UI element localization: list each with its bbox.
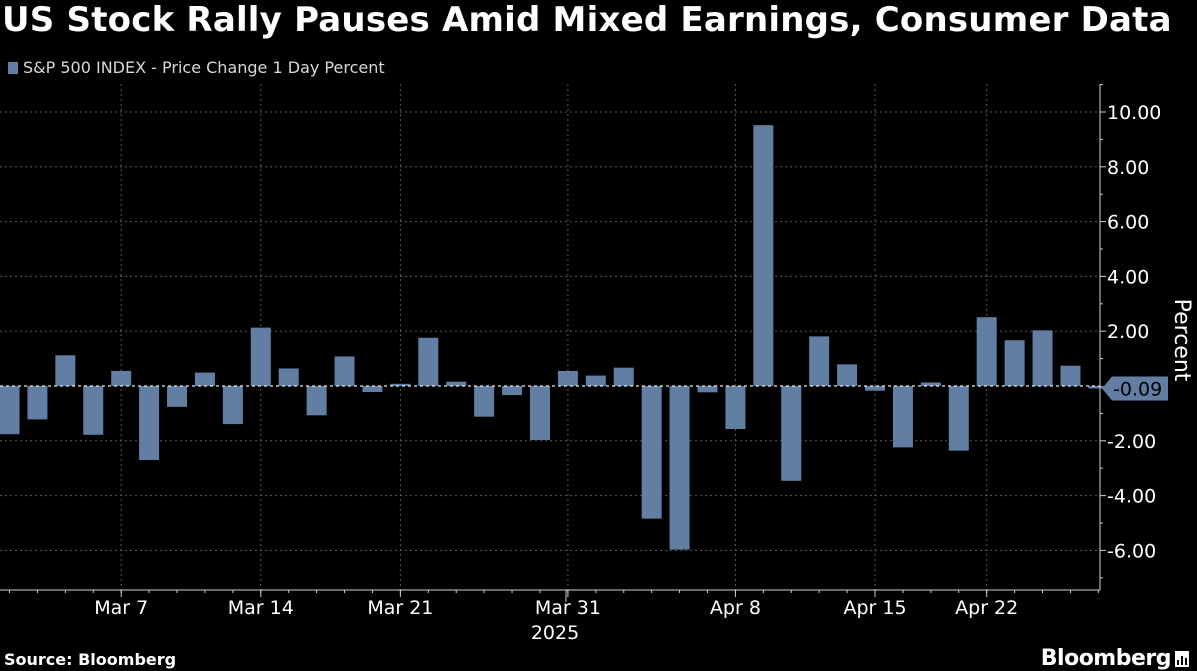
- bar: [865, 386, 886, 391]
- x-tick-label: Mar 31: [535, 597, 601, 619]
- axes: -0.09 Percent: [0, 84, 1194, 591]
- bar: [529, 386, 550, 440]
- x-axis-ticks: Mar 7 Mar 14 Mar 21 Mar 31 Apr 8 Apr 15 Apr 22…: [9, 590, 1099, 644]
- bar: [222, 386, 243, 425]
- bar: [753, 125, 774, 386]
- y-tick-label: 8.00: [1107, 157, 1149, 179]
- bar: [837, 364, 858, 386]
- legend-swatch: [8, 61, 18, 74]
- x-year-label: 2025: [531, 622, 579, 644]
- bar: [278, 368, 299, 386]
- y-tick-label: 10.00: [1107, 102, 1161, 124]
- vertical-gridlines: [120, 84, 988, 590]
- x-tick-label: Mar 21: [367, 597, 433, 619]
- y-axis-ticks: 10.00 8.00 6.00 4.00 2.00 -2.00 -4.00 -6.00: [1100, 84, 1161, 579]
- bar: [390, 383, 411, 386]
- bar: [557, 370, 578, 386]
- x-tick-label: Mar 14: [228, 597, 294, 619]
- brand-name: Bloomberg: [1040, 646, 1172, 671]
- y-tick-label: 2.00: [1107, 321, 1149, 343]
- last-value-marker: [1102, 376, 1168, 401]
- bar: [55, 355, 76, 386]
- brand-logo: Bloomberg: [1041, 646, 1189, 671]
- bar-series: [0, 125, 1109, 550]
- bar: [0, 386, 20, 435]
- y-tick-label: 4.00: [1107, 266, 1149, 288]
- bar: [362, 386, 383, 393]
- x-tick-label: Apr 8: [710, 597, 761, 619]
- y-tick-label: 6.00: [1107, 212, 1149, 234]
- source-note: Source: Bloomberg: [4, 650, 177, 669]
- bar: [139, 386, 160, 460]
- x-tick-label: Apr 15: [843, 597, 906, 619]
- bar: [641, 386, 662, 519]
- bar: [111, 370, 132, 386]
- legend: S&P 500 INDEX - Price Change 1 Day Perce…: [8, 58, 385, 77]
- bar: [334, 356, 355, 386]
- bar: [781, 386, 802, 481]
- bloomberg-icon: [1175, 650, 1189, 667]
- bar: [892, 386, 913, 448]
- bar: [250, 327, 271, 386]
- y-tick-label: -2.00: [1107, 431, 1156, 453]
- bar: [1004, 340, 1025, 386]
- bar: [1060, 365, 1081, 386]
- y-tick-label: -6.00: [1107, 540, 1156, 562]
- horizontal-gridlines: [0, 111, 1100, 551]
- bar: [948, 386, 969, 451]
- bar: [418, 337, 439, 386]
- bar: [613, 367, 634, 386]
- bar: [502, 386, 523, 396]
- y-tick-label: -4.00: [1107, 486, 1156, 508]
- bar: [194, 372, 215, 386]
- bar: [725, 386, 746, 430]
- x-tick-label: Mar 7: [94, 597, 148, 619]
- x-tick-label: Apr 22: [955, 597, 1018, 619]
- bar: [1032, 330, 1053, 386]
- bar: [306, 386, 327, 416]
- bar: [1088, 386, 1109, 389]
- bar: [920, 382, 941, 386]
- last-value-label: -0.09: [1113, 378, 1162, 400]
- y-axis-title: Percent: [1169, 299, 1194, 382]
- bar: [976, 317, 997, 386]
- bar: [167, 386, 188, 407]
- bar: [474, 386, 495, 417]
- chart-title: US Stock Rally Pauses Amid Mixed Earning…: [2, 0, 1172, 40]
- bar: [585, 375, 606, 386]
- bar: [669, 386, 690, 550]
- bar: [809, 336, 830, 386]
- bar: [83, 386, 104, 435]
- legend-label: S&P 500 INDEX - Price Change 1 Day Perce…: [23, 58, 385, 77]
- bar: [27, 386, 48, 420]
- bar: [697, 386, 718, 393]
- bar: [446, 381, 467, 386]
